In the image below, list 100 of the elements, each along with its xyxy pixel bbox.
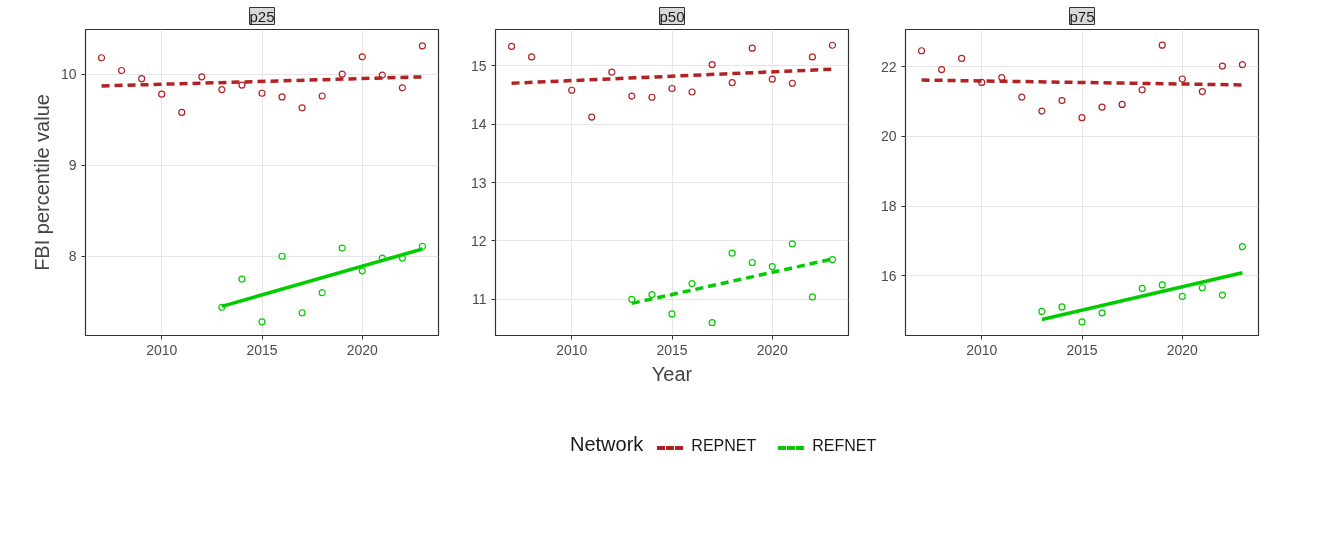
point — [198, 73, 206, 81]
point — [978, 78, 986, 87]
point — [238, 81, 246, 89]
point — [298, 104, 306, 112]
point — [608, 68, 616, 76]
point — [278, 93, 286, 101]
point — [628, 295, 636, 303]
point — [378, 71, 386, 79]
x-tick-label: 2015 — [1066, 341, 1098, 358]
point — [688, 88, 696, 96]
legend-title: Network — [570, 433, 644, 455]
point — [218, 303, 226, 311]
point — [648, 291, 656, 299]
y-tick-label: 12 — [470, 232, 487, 249]
point — [1038, 307, 1046, 316]
point — [138, 75, 146, 83]
x-tick-label: 2015 — [246, 341, 278, 358]
point — [568, 86, 576, 94]
y-tick-label: 20 — [880, 128, 897, 145]
chart-title: p50 — [659, 7, 685, 25]
point — [728, 249, 736, 257]
x-tick-label: 2020 — [1166, 341, 1199, 358]
legend-label: REPNET — [691, 437, 757, 454]
point — [668, 310, 676, 318]
point — [278, 252, 286, 260]
point — [1178, 292, 1186, 301]
point — [298, 309, 306, 317]
y-tick-label: 14 — [470, 116, 487, 133]
point — [788, 79, 796, 87]
point — [748, 258, 756, 267]
point — [1098, 309, 1106, 317]
point — [338, 70, 346, 78]
point — [258, 89, 266, 97]
point — [648, 93, 656, 101]
point — [118, 66, 126, 75]
point — [1198, 284, 1206, 292]
y-tick-label: 13 — [470, 174, 487, 191]
point — [808, 53, 816, 61]
y-tick-label: 11 — [471, 291, 487, 308]
point — [728, 79, 736, 87]
y-tick-label: 15 — [470, 57, 487, 74]
x-axis-title: Year — [651, 362, 693, 385]
point — [768, 263, 776, 271]
point — [688, 279, 696, 288]
y-tick-label: 8 — [68, 248, 77, 265]
point — [1138, 284, 1146, 293]
point — [1178, 75, 1186, 83]
y-tick-label: 9 — [68, 157, 77, 174]
point — [1018, 93, 1026, 101]
point — [708, 319, 716, 327]
point — [917, 47, 926, 55]
x-tick-label: 2020 — [756, 341, 789, 358]
point — [528, 53, 536, 61]
point — [1238, 61, 1247, 69]
point — [1198, 87, 1206, 96]
chart-title: p25 — [249, 7, 275, 25]
point — [828, 255, 837, 264]
point — [828, 41, 837, 49]
x-tick-label: 2020 — [346, 341, 379, 358]
point — [178, 108, 186, 116]
point — [1038, 107, 1046, 115]
point — [708, 60, 716, 69]
point — [1218, 291, 1226, 299]
point — [668, 84, 676, 93]
point — [358, 53, 366, 61]
point — [318, 289, 326, 297]
y-tick-label: 22 — [880, 58, 897, 75]
point — [768, 75, 776, 83]
point — [748, 44, 756, 52]
point — [238, 275, 246, 283]
y-tick-label: 16 — [880, 267, 897, 284]
x-tick-label: 2015 — [656, 341, 688, 358]
point — [938, 65, 946, 74]
point — [97, 54, 106, 62]
point — [358, 267, 366, 275]
chart-title: p75 — [1069, 7, 1095, 25]
point — [1138, 86, 1146, 94]
point — [1238, 243, 1247, 251]
point — [958, 54, 966, 63]
point — [507, 42, 516, 51]
y-tick-label: 18 — [880, 198, 897, 215]
y-axis-title: FBI percentile value — [30, 94, 53, 271]
point — [218, 86, 226, 94]
point — [1098, 103, 1106, 111]
point — [588, 113, 596, 121]
point — [1058, 303, 1066, 311]
legend-label: REFNET — [812, 437, 877, 454]
point — [1078, 318, 1086, 326]
point — [418, 42, 427, 50]
point — [158, 90, 166, 98]
point — [1058, 97, 1066, 105]
point — [998, 74, 1006, 82]
x-tick-label: 2010 — [556, 341, 588, 358]
point — [378, 254, 386, 262]
point — [338, 244, 346, 252]
y-tick-label: 10 — [60, 66, 77, 83]
x-tick-label: 2010 — [146, 341, 178, 358]
x-tick-label: 2010 — [966, 341, 998, 358]
point — [318, 92, 326, 100]
point — [1118, 100, 1126, 109]
